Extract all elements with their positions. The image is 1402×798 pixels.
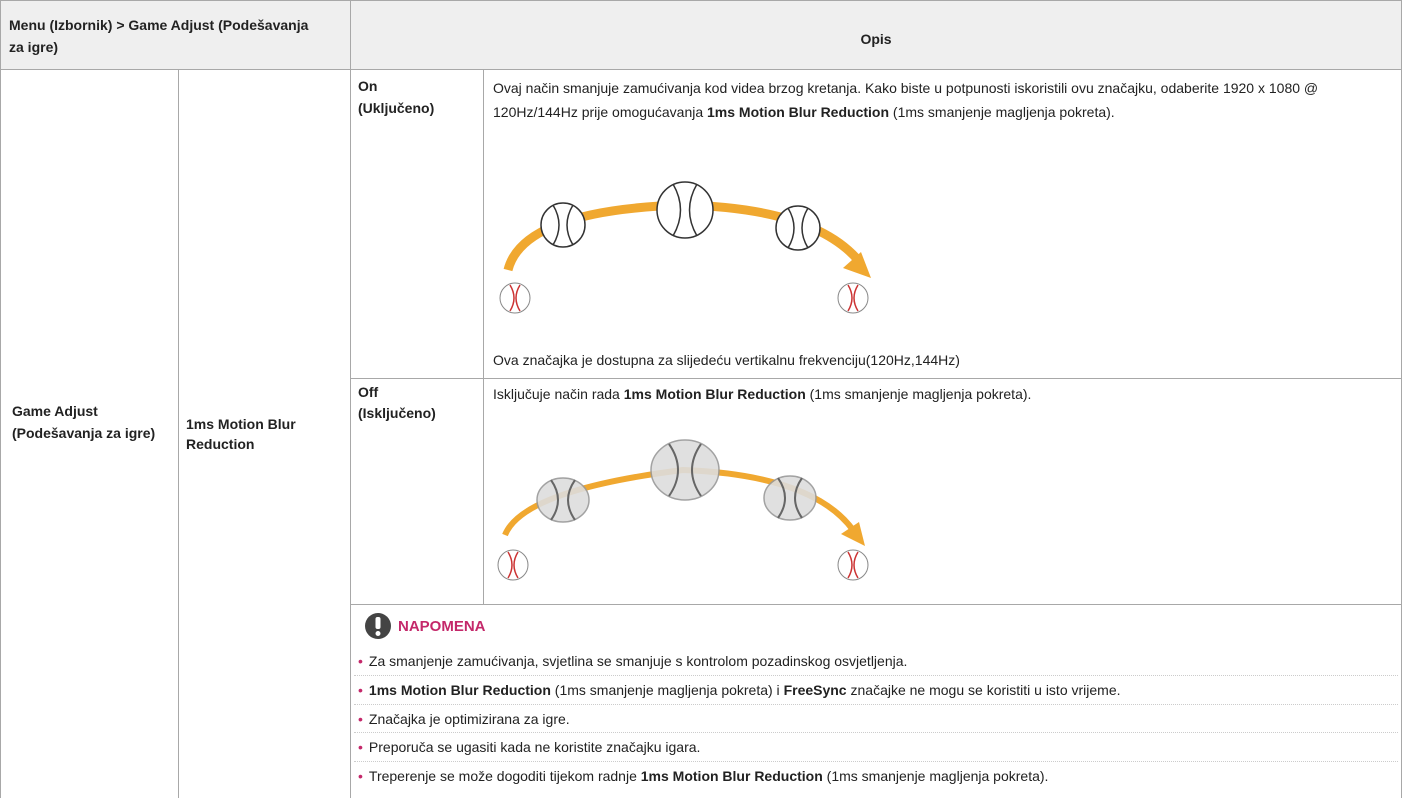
text: Ovaj način smanjuje zamućivanja kod vide… — [493, 80, 1319, 120]
bold-text: FreeSync — [783, 681, 847, 698]
bold-text: 1ms Motion Blur Reduction — [368, 681, 551, 698]
note-item: Značajka je optimizirana za igre. — [358, 709, 1388, 729]
note-title: NAPOMENA — [398, 618, 486, 635]
option-description: Ovaj način smanjuje zamućivanja kod vide… — [493, 76, 1393, 124]
bold-text: 1ms Motion Blur Reduction — [623, 386, 806, 402]
text: Treperenje se može dogoditi tijekom radn… — [368, 768, 641, 785]
option-sublabel: (Isključeno) — [358, 405, 436, 421]
note-item: Za smanjenje zamućivanja, svjetlina se s… — [358, 651, 1388, 671]
bold-text: 1ms Motion Blur Reduction — [640, 768, 823, 785]
note-icon — [365, 613, 391, 639]
menu: Game Adjust (Podešavanja za igre) — [12, 403, 156, 441]
note-item: Treperenje se može dogoditi tijekom radn… — [358, 766, 1388, 786]
option-label: Off — [358, 384, 379, 400]
separator — [354, 732, 1398, 734]
text: (1ms smanjenje magljenja pokreta). — [805, 386, 1032, 402]
separator — [354, 703, 1398, 705]
option-sublabel: (Uključeno) — [358, 100, 435, 116]
text: Značajka je optimizirana za igre. — [368, 710, 570, 727]
text: (1ms smanjenje magljenja pokreta) i — [550, 681, 784, 698]
bold-text: 1ms Motion Blur Reduction — [707, 104, 890, 120]
note-item: 1ms Motion Blur Reduction (1ms smanjenje… — [358, 680, 1388, 700]
separator — [354, 674, 1398, 676]
illustration-on — [499, 181, 871, 314]
header-bg — [0, 0, 1402, 69]
text: značajke ne mogu se koristiti u isto vri… — [846, 681, 1121, 698]
text: Preporuča se ugasiti kada ne koristite z… — [368, 739, 701, 756]
option-footnote: Ova značajka je dostupna za slijedeću ve… — [493, 352, 960, 368]
note-item: Preporuča se ugasiti kada ne koristite z… — [358, 737, 1388, 757]
option-description: Isključuje način rada 1ms Motion Blur Re… — [493, 382, 1393, 406]
text: (1ms smanjenje magljenja pokreta). — [822, 768, 1049, 785]
text: Isključuje način rada — [493, 386, 624, 402]
text: (1ms smanjenje magljenja pokreta). — [889, 104, 1115, 120]
submenu: 1ms Motion Blur Reduction — [186, 416, 296, 452]
header-description: Opis — [860, 31, 892, 47]
illustration-off — [497, 439, 869, 581]
text: Za smanjenje zamućivanja, svjetlina se s… — [368, 653, 908, 669]
menu-path: Menu (Izbornik) > Game Adjust (Podešavan… — [9, 17, 309, 55]
separator — [354, 761, 1398, 763]
option-label: On — [358, 78, 378, 94]
